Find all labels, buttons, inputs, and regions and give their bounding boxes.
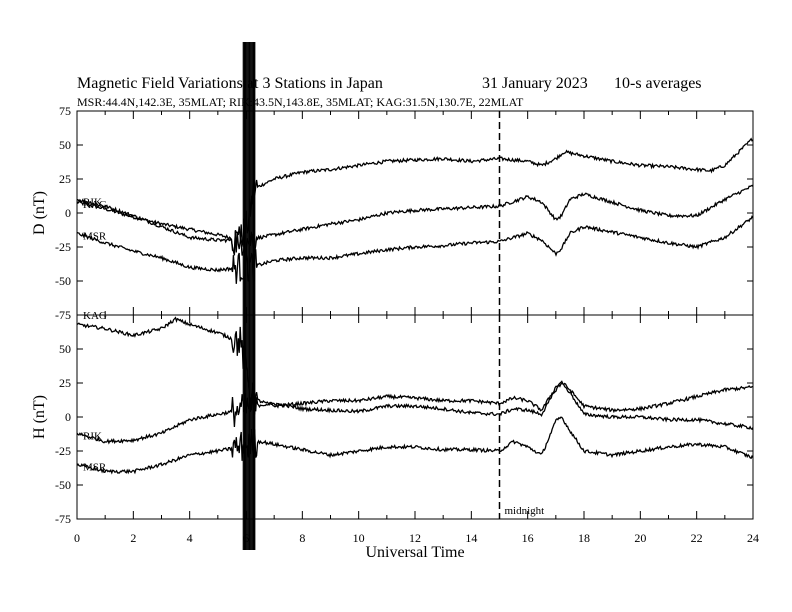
axes: 7550250-25-50-7550250-25-50-750246810121… [55,104,759,545]
y-tick-label: -75 [55,512,71,526]
chart-averaging: 10-s averages [614,75,702,92]
x-tick-label: 8 [299,531,305,545]
series-lines [76,42,754,550]
y-tick-label: 0 [65,206,71,220]
x-tick-label: 22 [691,531,703,545]
h-panel-y-label: H (nT) [31,395,48,439]
y-tick-label: 75 [59,104,71,118]
y-tick-label: 50 [59,138,71,152]
panel-frame [76,314,754,520]
y-tick-label: -50 [55,274,71,288]
series-line-msr-h [76,416,754,475]
series-label-kag: KAG [83,199,107,211]
x-tick-label: 10 [353,531,365,545]
series-label-msr: MSR [83,230,107,242]
x-tick-label: 18 [578,531,590,545]
y-tick-label: -50 [55,478,71,492]
x-tick-label: 4 [187,531,193,545]
x-tick-label: 14 [465,531,477,545]
series-line-rik-h [76,382,754,445]
series-label-rik: RIK [83,430,102,442]
x-tick-label: 16 [522,531,534,545]
midnight-label: midnight [505,505,545,517]
series-label-msr: MSR [83,462,107,474]
y-tick-label: -25 [55,240,71,254]
y-tick-label: -25 [55,444,71,458]
x-tick-label: 0 [74,531,80,545]
x-tick-label: 12 [409,531,421,545]
chart-subtitle: MSR:44.4N,142.3E, 35MLAT; RIK:43.5N,143.… [77,95,524,109]
series-label-kag: KAG [83,310,107,322]
x-axis-label: Universal Time [365,544,464,561]
x-tick-label: 24 [747,531,759,545]
series-label-rik: RIK [83,196,102,208]
y-tick-label: 50 [59,342,71,356]
y-tick-label: -75 [55,308,71,322]
series-line-msr-d [76,215,754,284]
y-tick-label: 0 [65,410,71,424]
panel-frame [76,110,754,316]
y-tick-label: 25 [59,376,71,390]
x-tick-label: 2 [130,531,136,545]
y-tick-label: 25 [59,172,71,186]
series-line-kag-h [76,316,754,415]
d-panel-y-label: D (nT) [31,191,48,235]
x-tick-label: 20 [634,531,646,545]
chart-date: 31 January 2023 [482,75,588,92]
series-line-kag-d [76,137,754,252]
chart-title: Magnetic Field Variations at 3 Stations … [77,75,383,92]
series-line-rik-d [76,184,754,256]
